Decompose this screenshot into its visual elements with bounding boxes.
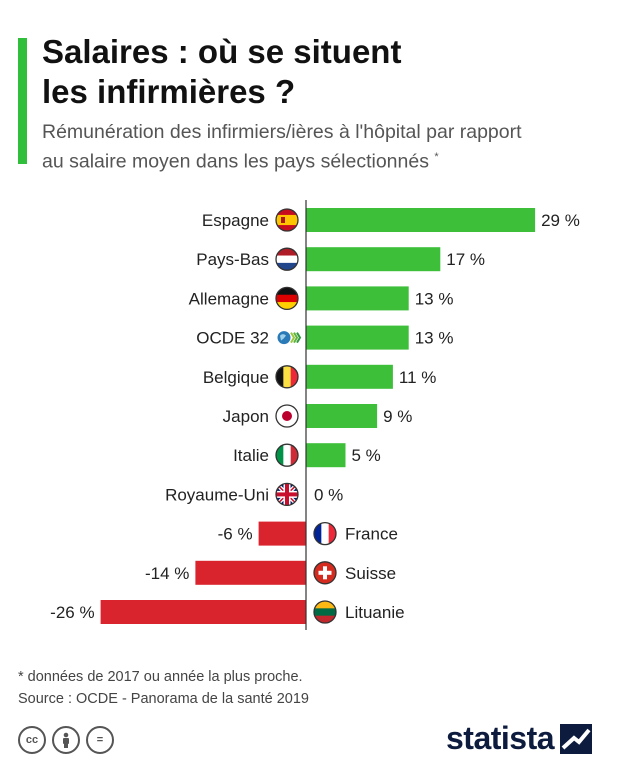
category-label: Allemagne [189,289,269,308]
footnote-note: * données de 2017 ou année la plus proch… [18,669,303,685]
no-derivatives-icon[interactable]: = [86,726,114,754]
page-title: Salaires : où se situent les infirmières… [42,32,602,112]
lithuania-flag-icon [313,600,337,624]
category-label: Pays-Bas [196,250,269,269]
uk-flag-icon [275,482,299,507]
category-label: Lituanie [345,603,405,622]
bar-pays-bas [306,247,441,272]
subtitle-line-1: Rémunération des infirmiers/ières à l'hô… [42,121,522,143]
footnote-source: Source : OCDE - Panorama de la santé 201… [18,691,309,707]
value-label: 9 % [383,407,412,426]
brand-name: statista [446,720,555,756]
bar-ocde-32 [306,325,409,350]
value-label: -6 % [218,525,253,544]
value-label: 0 % [314,485,343,504]
italy-flag-icon [275,443,299,467]
category-label: Belgique [203,368,269,387]
value-label: 13 % [415,289,454,308]
netherlands-flag-icon [275,247,299,271]
value-label: 13 % [415,329,454,348]
value-label: -14 % [145,564,189,583]
bar-allemagne [306,286,409,311]
value-label: 5 % [352,446,381,465]
bar-lituanie [100,600,306,624]
switzerland-flag-icon [313,561,337,585]
category-label: Japon [223,407,269,426]
germany-flag-icon [275,286,299,311]
category-label: Suisse [345,564,396,583]
bar-japon [306,404,378,428]
subtitle-footnote-mark: * [434,151,439,163]
title-line-1: Salaires : où se situent [42,33,402,70]
spain-flag-icon [275,208,299,232]
value-label: -26 % [50,603,94,622]
cc-icon[interactable]: cc [18,726,46,754]
category-label: Italie [233,446,269,465]
value-label: 17 % [446,250,485,269]
bar-espagne [306,208,536,232]
belgium-flag-icon [275,365,299,389]
footnote: * données de 2017 ou année la plus proch… [18,666,309,710]
attribution-icon[interactable] [52,726,80,754]
japan-flag-icon [275,404,299,428]
title-line-2: les infirmières ? [42,73,296,110]
bar-suisse [195,560,306,585]
bar-belgique [306,364,393,389]
bar-italie [306,443,346,468]
subtitle: Rémunération des infirmiers/ières à l'hô… [42,120,612,175]
license-icons: cc = [18,726,114,754]
statista-logo[interactable]: statista [446,720,593,757]
value-label: 11 % [399,368,437,387]
bar-chart: Espagne 29 % Pays-Bas 17 % Allemagne 13 % OCDE… [50,200,580,630]
subtitle-line-2: au salaire moyen dans les pays sélection… [42,145,612,175]
category-label: Espagne [202,211,269,230]
category-label: France [345,525,398,544]
category-label: OCDE 32 [196,329,269,348]
france-flag-icon [313,521,337,546]
statista-mark-icon [560,723,593,754]
value-label: 29 % [541,211,580,230]
accent-bar [18,38,27,164]
oecd-logo-icon [276,326,302,349]
bar-france [258,521,306,546]
category-label: Royaume-Uni [165,485,269,504]
subtitle-line-2-text: au salaire moyen dans les pays sélection… [42,150,429,173]
